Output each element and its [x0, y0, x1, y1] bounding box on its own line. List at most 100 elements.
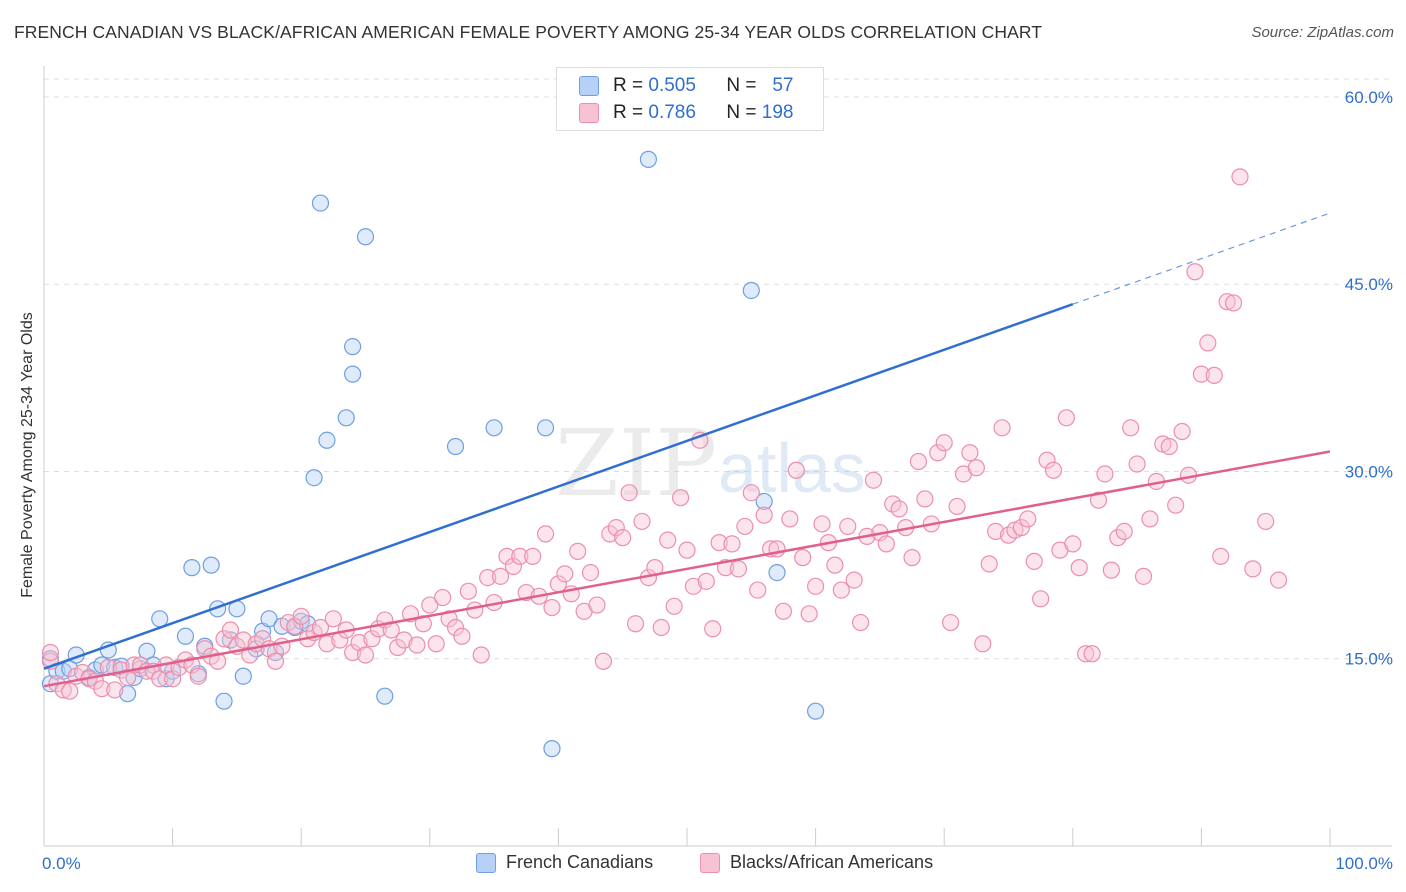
data-point: [215, 630, 233, 648]
data-point: [344, 338, 362, 356]
data-point: [916, 490, 934, 508]
legend-n-value: 198: [761, 102, 794, 123]
data-point: [41, 643, 60, 662]
data-point: [1244, 560, 1262, 578]
data-point: [73, 663, 92, 682]
bottom-legend-label: Blacks/African Americans: [730, 852, 934, 872]
data-point: [485, 419, 503, 437]
data-point: [215, 692, 233, 710]
data-point: [852, 613, 870, 632]
data-point: [929, 444, 947, 462]
data-point: [1205, 366, 1223, 384]
data-point: [684, 577, 703, 595]
data-point: [324, 610, 342, 628]
data-point: [614, 529, 632, 547]
data-point: [151, 610, 169, 628]
data-point: [318, 431, 336, 449]
data-point: [1212, 547, 1230, 565]
data-point: [569, 542, 587, 560]
data-point: [524, 547, 542, 565]
data-point: [209, 652, 227, 670]
data-point: [961, 444, 979, 462]
data-point: [1019, 510, 1037, 528]
watermark-zip: ZIP: [555, 410, 717, 517]
data-point: [1134, 567, 1153, 585]
data-point: [536, 419, 555, 437]
data-point: [543, 740, 561, 758]
data-point: [1089, 491, 1108, 509]
y-tick-label: 60.0%: [1345, 88, 1393, 107]
data-point: [935, 434, 953, 452]
data-point: [781, 510, 799, 528]
data-point: [434, 588, 452, 607]
data-point: [626, 615, 645, 633]
data-point: [1044, 461, 1063, 479]
legend-swatch-blue: [579, 76, 599, 96]
data-point: [806, 577, 825, 595]
data-point: [363, 630, 381, 648]
data-point: [755, 506, 773, 524]
data-point: [1012, 519, 1030, 537]
data-point: [344, 643, 362, 662]
bottom-legend-swatch-pink: [700, 852, 720, 873]
data-point: [967, 459, 985, 477]
source-credit: Source: ZipAtlas.com: [1251, 24, 1394, 41]
data-point: [1109, 529, 1127, 547]
bottom-legend-label: French Canadians: [506, 852, 654, 872]
data-point: [1025, 552, 1043, 570]
data-point: [736, 517, 754, 536]
legend-box: R = 0.505 N = 57 R = 0.786 N = 198: [556, 67, 824, 131]
data-point: [337, 409, 355, 427]
data-point: [652, 618, 670, 637]
data-point: [774, 602, 793, 620]
data-point: [601, 525, 619, 543]
y-tick-label: 15.0%: [1345, 650, 1393, 669]
data-point: [286, 617, 304, 635]
x-tick-label: 100.0%: [1335, 854, 1393, 873]
data-point: [800, 605, 818, 623]
bottom-legend-blacks-african-americans: Blacks/African Americans: [700, 852, 933, 873]
data-point: [903, 549, 921, 567]
data-point: [581, 564, 600, 582]
data-point: [305, 469, 323, 487]
data-point: [311, 194, 330, 212]
trend-lines: [43, 212, 1331, 688]
data-point: [543, 598, 561, 617]
data-point: [446, 618, 465, 637]
data-point: [742, 281, 760, 300]
watermark: ZIP atlas: [555, 410, 866, 517]
data-point: [202, 556, 220, 574]
data-point: [1199, 334, 1217, 352]
data-point: [106, 681, 124, 699]
data-point: [633, 512, 651, 531]
data-point: [556, 565, 574, 583]
data-point: [234, 667, 252, 685]
legend-r-label: R =: [613, 102, 644, 123]
y-tick-label: 30.0%: [1345, 462, 1393, 481]
legend-r-label: R =: [613, 75, 644, 96]
data-point: [511, 547, 529, 565]
y-tick-label: 45.0%: [1345, 275, 1393, 294]
data-point: [1167, 496, 1185, 514]
data-point: [1231, 168, 1249, 186]
data-point: [1257, 512, 1275, 531]
data-point: [479, 568, 497, 587]
data-point: [993, 419, 1011, 437]
data-point: [1218, 293, 1236, 311]
data-point: [61, 682, 79, 700]
data-point: [536, 525, 555, 543]
legend-row-french-canadians: R = 0.505 N = 57: [579, 73, 793, 99]
data-point: [768, 564, 786, 582]
data-point: [1083, 645, 1101, 663]
data-point: [1160, 437, 1178, 456]
data-point: [671, 489, 690, 507]
data-point: [832, 581, 850, 599]
data-point: [446, 437, 465, 456]
data-point: [408, 636, 426, 654]
data-point: [151, 670, 169, 688]
data-point: [498, 547, 516, 565]
data-point: [292, 607, 310, 625]
data-point: [826, 556, 844, 574]
data-point: [697, 572, 715, 590]
data-point: [742, 484, 760, 502]
